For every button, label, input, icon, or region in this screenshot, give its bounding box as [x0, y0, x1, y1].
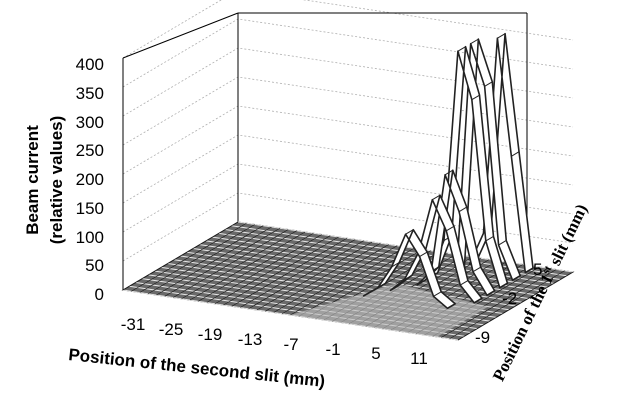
z-tick-label: 200	[76, 170, 104, 189]
y-tick-label: -2	[502, 289, 517, 308]
x-tick-label: -1	[325, 340, 340, 359]
peak-mesh-line	[512, 275, 521, 281]
z-tick-label: 300	[76, 113, 104, 132]
floor-gridline	[248, 240, 364, 310]
peak-mesh-line	[497, 33, 506, 39]
z-tick-label: 400	[76, 55, 104, 74]
peak-mesh-line	[390, 285, 399, 291]
floor-gridline	[131, 222, 247, 292]
x-tick-label: 5	[371, 344, 380, 363]
peak-mesh-line	[444, 169, 454, 176]
floor-gridline	[147, 225, 264, 295]
y-axis-ticks: 5 -2 -9	[475, 260, 542, 347]
floor-mesh	[121, 221, 575, 341]
floor-gridline	[449, 270, 565, 340]
peak-mesh-line	[457, 46, 466, 52]
peak-mesh-line	[511, 151, 520, 157]
z-axis-ticks: 0 50 100 150 200 250 300 350 400	[76, 55, 104, 304]
floor-gridline	[164, 227, 281, 297]
x-tick-label: -19	[198, 325, 223, 344]
x-tick-label: -13	[238, 330, 263, 349]
back-top-edge	[122, 12, 239, 59]
floor-gridline	[198, 232, 314, 302]
peak-surface	[362, 32, 534, 310]
floor-gridline	[231, 237, 348, 307]
peak-mesh-line	[470, 38, 479, 45]
floor-gridline	[122, 221, 239, 291]
z-axis-title-line2: (relative values)	[47, 116, 66, 245]
floor-gridline	[206, 234, 322, 303]
floor-gridline	[214, 235, 331, 305]
peak-mesh-line	[432, 194, 441, 201]
z-tick-label: 50	[85, 256, 104, 275]
peak-mesh-line	[404, 274, 413, 281]
floor-gridline	[156, 226, 272, 296]
z-tick-label: 150	[76, 199, 104, 218]
peak-mesh-line	[363, 290, 372, 297]
peak-mesh-line	[446, 225, 455, 232]
floor-gridline	[441, 269, 557, 338]
back-wall	[123, 13, 527, 288]
floor-gridline	[181, 230, 297, 300]
peak-mesh-line	[419, 251, 428, 258]
peak-mesh-line	[460, 280, 469, 286]
floor-gridline	[256, 241, 373, 311]
peak-mesh-line	[498, 240, 507, 246]
peak-mesh-line	[458, 206, 467, 213]
z-tick-label: 0	[95, 285, 104, 304]
peak-mesh-line	[486, 290, 495, 296]
floor-gridline	[139, 224, 255, 293]
peak-mesh-line	[472, 266, 481, 273]
y-axis-title-suffix: slit (mm)	[544, 201, 592, 272]
peak-mesh-line	[473, 297, 483, 304]
z-tick-label: 350	[76, 84, 104, 103]
peak-mesh-line	[377, 283, 386, 289]
x-tick-label: 11	[410, 349, 428, 368]
peak-mesh-line	[391, 261, 400, 268]
z-axis-title: Beam current	[23, 125, 42, 235]
floor-gridline	[173, 229, 289, 298]
z-tick-label: 250	[76, 141, 104, 160]
floor-gridline	[223, 236, 339, 306]
floor-gridline	[273, 244, 389, 313]
y-tick-label: 5	[533, 260, 542, 279]
floor-gridline	[281, 245, 398, 315]
z-tick-label: 100	[76, 228, 104, 247]
floor-gridline	[265, 242, 381, 312]
peak-mesh-line	[525, 267, 534, 274]
x-tick-label: -7	[283, 335, 298, 354]
x-axis-ticks: -31 -25 -19 -13 -7 -1 5 11	[121, 315, 428, 368]
floor-gridline	[240, 239, 356, 308]
peak-mesh-line	[405, 229, 414, 235]
x-tick-label: -25	[159, 320, 184, 339]
x-tick-label: -31	[121, 315, 146, 334]
peak-mesh-line	[471, 94, 480, 101]
y-tick-label: -9	[475, 328, 490, 347]
gridline	[122, 0, 574, 59]
floor-gridline	[457, 271, 574, 341]
floor-gridline	[189, 231, 306, 301]
peak-mesh-line	[433, 291, 442, 297]
peak-mesh-line	[484, 81, 493, 87]
peak-mesh-line	[447, 303, 456, 309]
floor-gridline	[290, 246, 406, 316]
peak-mesh-line	[499, 282, 508, 289]
peak-mesh-line	[416, 279, 426, 286]
peak-mesh-line	[485, 236, 494, 242]
